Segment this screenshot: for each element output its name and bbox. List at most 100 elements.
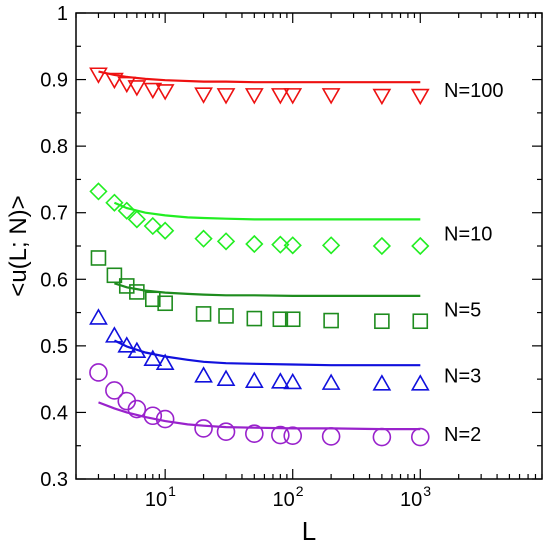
marker-circle (216, 422, 236, 442)
marker-triangle-up (89, 308, 108, 325)
marker-diamond (117, 201, 136, 220)
fit-curve (113, 201, 421, 221)
series-labels: N=100 N=10 N=5 N=3 N=2 (444, 80, 504, 446)
x-tick-exponent: 3 (423, 483, 431, 499)
marker-triangle-up (410, 374, 430, 391)
marker-circle (143, 406, 163, 426)
marker-square (118, 278, 135, 294)
series-label: N=3 (444, 365, 481, 387)
marker-diamond (245, 234, 264, 254)
marker-triangle-down (105, 72, 124, 90)
y-tick-label: 1 (57, 3, 68, 25)
marker-diamond (105, 193, 124, 212)
marker-triangle-up (244, 371, 264, 388)
marker-triangle-down (89, 67, 108, 84)
marker-square (144, 291, 161, 308)
marker-triangle-down (321, 88, 341, 105)
marker-triangle-up (270, 372, 290, 389)
marker-diamond (372, 236, 392, 256)
marker-diamond (271, 235, 290, 254)
marker-triangle-up (105, 326, 124, 343)
marker-diamond (143, 216, 162, 236)
marker-circle (321, 427, 341, 446)
marker-square (246, 310, 263, 327)
marker-circle (127, 399, 147, 419)
marker-circle (155, 409, 175, 429)
fit-curve (98, 401, 421, 431)
marker-circle (105, 381, 124, 400)
series-label: N=5 (444, 300, 481, 322)
marker-square (218, 308, 234, 324)
y-axis-title: <u(L; N)> (5, 195, 32, 296)
marker-triangle-up (194, 366, 213, 383)
x-tick-exponent: 1 (168, 483, 176, 499)
marker-circle (283, 426, 303, 446)
y-tick-label: 0.5 (40, 336, 68, 358)
marker-square (323, 312, 339, 329)
marker-triangle-up (321, 373, 341, 390)
marker-square (284, 311, 301, 328)
marker-diamond (321, 236, 341, 255)
marker-diamond (216, 232, 236, 251)
series-label: N=10 (444, 224, 492, 246)
marker-circle (89, 363, 108, 382)
marker-circle (410, 427, 430, 447)
x-tick-label: 10 (145, 489, 167, 511)
marker-triangle-down (244, 88, 264, 105)
marker-triangle-down (270, 88, 290, 105)
y-tick-label: 0.6 (40, 269, 68, 291)
marker-triangle-down (127, 80, 147, 97)
marker-diamond (411, 236, 430, 256)
marker-triangle-down (410, 88, 430, 106)
marker-triangle-down (155, 84, 175, 101)
marker-diamond (194, 229, 213, 248)
marker-triangle-up (372, 374, 392, 391)
marker-square (106, 267, 123, 284)
marker-diamond (156, 221, 175, 240)
marker-diamond (127, 210, 146, 229)
x-tick-label: 10 (400, 489, 422, 511)
marker-circle (245, 424, 264, 444)
x-axis-title: L (302, 516, 316, 544)
marker-square (374, 313, 390, 330)
series-label: N=2 (444, 424, 481, 446)
fit-curve (114, 282, 421, 297)
y-tick-label: 0.7 (40, 203, 68, 225)
marker-triangle-down (117, 76, 137, 94)
marker-triangle-up (155, 353, 175, 370)
y-tick-label: 0.8 (40, 136, 68, 158)
marker-square (129, 284, 145, 300)
x-tick-label: 10 (272, 489, 294, 511)
x-tick-exponent: 2 (296, 483, 304, 499)
marker-circle (372, 427, 392, 447)
marker-triangle-up (216, 369, 236, 386)
marker-triangle-up (143, 349, 163, 366)
marker-square (412, 313, 429, 330)
marker-triangle-up (127, 341, 147, 358)
fit-curves (98, 70, 421, 431)
marker-square (157, 295, 173, 312)
y-tick-label: 0.3 (40, 469, 68, 491)
marker-triangle-down (372, 88, 392, 106)
marker-circle (194, 419, 213, 438)
marker-triangle-up (117, 336, 137, 353)
data-markers (89, 67, 430, 447)
fit-curve (98, 70, 421, 84)
marker-diamond (89, 182, 108, 201)
marker-triangle-down (216, 88, 236, 105)
series-label: N=100 (444, 80, 504, 102)
marker-triangle-down (143, 82, 163, 100)
marker-circle (271, 425, 290, 445)
marker-square (90, 250, 107, 266)
marker-triangle-down (194, 87, 213, 104)
fit-curve (113, 339, 421, 367)
marker-square (272, 311, 289, 328)
marker-square (195, 306, 212, 322)
marker-triangle-up (283, 372, 303, 390)
y-tick-label: 0.9 (40, 70, 68, 92)
marker-triangle-down (283, 88, 303, 105)
axis-ticks (75, 12, 543, 480)
y-tick-label: 0.4 (40, 402, 68, 424)
